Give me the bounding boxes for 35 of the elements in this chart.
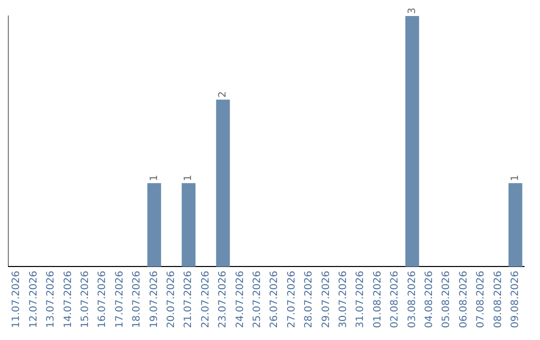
x-tick-label: 19.07.2026 <box>148 270 160 328</box>
x-tick-label: 07.08.2026 <box>476 270 487 328</box>
x-tick-label: 21.07.2026 <box>183 270 194 328</box>
x-tick-label: 18.07.2026 <box>132 270 143 328</box>
data-label: 2 <box>218 91 229 98</box>
x-tick-label: 08.08.2026 <box>492 270 504 328</box>
data-label: 1 <box>510 174 521 182</box>
data-label: 1 <box>148 174 160 182</box>
data-label: 1 <box>183 174 194 182</box>
x-tick-label: 02.08.2026 <box>390 270 401 328</box>
x-tick-label: 20.07.2026 <box>166 270 177 328</box>
x-tick-label: 31.07.2026 <box>355 270 366 328</box>
x-tick-label: 28.07.2026 <box>304 270 315 328</box>
x-tick-label: 22.07.2026 <box>200 270 212 328</box>
data-label: 3 <box>406 8 418 14</box>
x-tick-label: 27.07.2026 <box>286 270 298 328</box>
x-tick-label: 16.07.2026 <box>97 270 108 328</box>
x-tick-label: 04.08.2026 <box>424 270 435 328</box>
x-tick-label: 23.07.2026 <box>218 270 229 328</box>
x-tick-label: 09.08.2026 <box>510 270 521 328</box>
x-tick-label: 30.07.2026 <box>338 270 349 328</box>
x-tick-label: 03.08.2026 <box>406 270 418 328</box>
x-tick-label: 11.07.2026 <box>11 270 22 328</box>
x-tick-label: 12.07.2026 <box>28 270 40 328</box>
x-tick-label: 14.07.2026 <box>62 270 74 328</box>
x-tick-label: 01.08.2026 <box>372 270 384 328</box>
x-tick-label: 25.07.2026 <box>252 270 263 328</box>
x-tick-label: 06.08.2026 <box>458 270 470 328</box>
x-tick-label: 05.08.2026 <box>441 270 452 328</box>
x-tick-label: 13.07.2026 <box>46 270 57 328</box>
x-tick-label: 29.07.2026 <box>320 270 332 328</box>
x-tick-label: 26.07.2026 <box>269 270 280 328</box>
x-tick-label: 15.07.2026 <box>80 270 91 328</box>
x-tick-label: 24.07.2026 <box>234 270 246 328</box>
x-tick-label: 17.07.2026 <box>114 270 126 328</box>
